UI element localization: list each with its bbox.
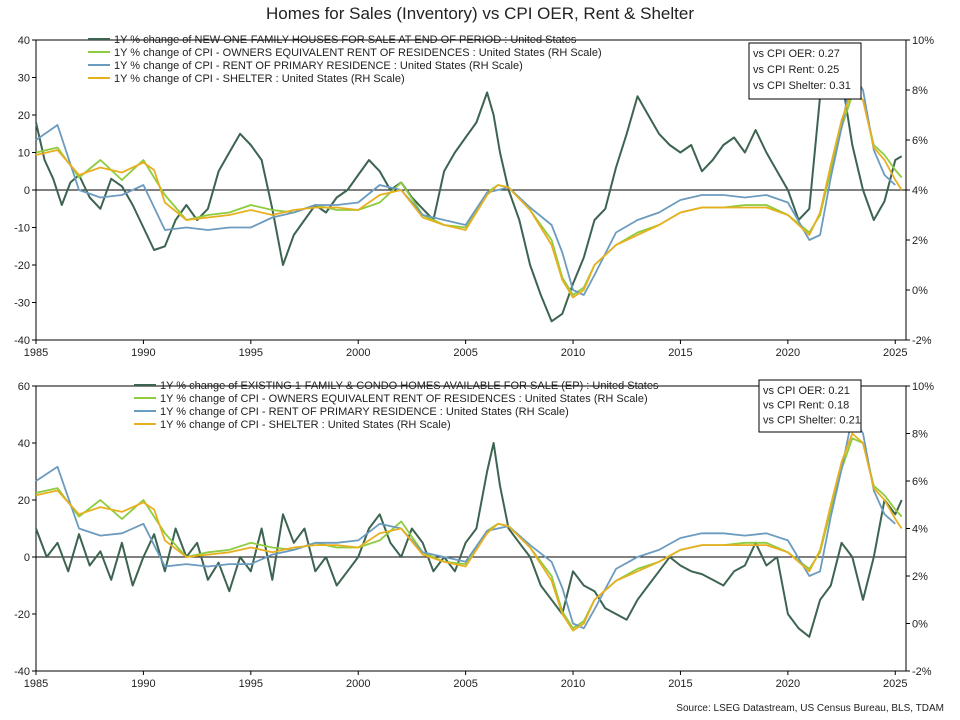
- legend-entry: 1Y % change of CPI - OWNERS EQUIVALENT R…: [114, 47, 602, 59]
- y-right-tick-label: 2%: [912, 571, 928, 583]
- series-line-shelter: [35, 432, 903, 632]
- y-left-tick-label: -30: [14, 298, 30, 310]
- y-right-tick-label: 4%: [912, 185, 928, 197]
- correlation-stat: vs CPI Rent: 0.18: [763, 400, 849, 412]
- x-tick-label: 2020: [776, 678, 800, 690]
- y-right-tick-label: -2%: [912, 335, 932, 347]
- x-tick-label: 2010: [561, 678, 585, 690]
- y-right-tick-label: 10%: [912, 35, 934, 47]
- y-left-tick-label: 30: [18, 73, 30, 85]
- series-line-oer: [35, 437, 903, 630]
- correlation-stat: vs CPI Rent: 0.25: [753, 64, 839, 76]
- series-line-shelter: [35, 89, 903, 299]
- x-tick-label: 1990: [131, 347, 155, 359]
- source-note: Source: LSEG Datastream, US Census Burea…: [676, 703, 944, 714]
- y-right-tick-label: -2%: [912, 666, 932, 678]
- y-right-tick-label: 0%: [912, 619, 928, 631]
- y-left-tick-label: 0: [24, 185, 30, 197]
- x-tick-label: 2025: [883, 347, 907, 359]
- correlation-stat: vs CPI OER: 0.27: [753, 48, 840, 60]
- y-left-tick-label: 10: [18, 148, 30, 160]
- page-title: Homes for Sales (Inventory) vs CPI OER, …: [266, 4, 694, 23]
- series-line-inventory: [35, 442, 903, 638]
- y-left-tick-label: 60: [18, 381, 30, 393]
- x-tick-label: 1990: [131, 678, 155, 690]
- x-tick-label: 2015: [668, 678, 692, 690]
- y-left-tick-label: 20: [18, 495, 30, 507]
- y-right-tick-label: 2%: [912, 235, 928, 247]
- y-left-tick-label: 0: [24, 552, 30, 564]
- x-tick-label: 1985: [24, 678, 48, 690]
- legend-entry: 1Y % change of CPI - RENT OF PRIMARY RES…: [114, 60, 523, 72]
- y-left-tick-label: -40: [14, 666, 30, 678]
- y-right-tick-label: 6%: [912, 476, 928, 488]
- y-right-tick-label: 8%: [912, 429, 928, 441]
- y-left-tick-label: 40: [18, 35, 30, 47]
- correlation-stat: vs CPI Shelter: 0.21: [763, 414, 861, 426]
- y-right-tick-label: 10%: [912, 381, 934, 393]
- y-right-tick-label: 8%: [912, 85, 928, 97]
- correlation-box-frame: [748, 42, 862, 100]
- x-tick-label: 2020: [776, 347, 800, 359]
- y-left-tick-label: -20: [14, 609, 30, 621]
- x-tick-label: 1995: [239, 678, 263, 690]
- x-tick-label: 2010: [561, 347, 585, 359]
- series-line-inventory: [35, 57, 903, 323]
- y-right-tick-label: 6%: [912, 135, 928, 147]
- legend-entry: 1Y % change of CPI - SHELTER : United St…: [160, 419, 451, 431]
- y-right-tick-label: 0%: [912, 285, 928, 297]
- y-left-tick-label: 40: [18, 438, 30, 450]
- legend: 1Y % change of NEW ONE-FAMILY HOUSES FOR…: [88, 34, 602, 85]
- series-line-rent: [35, 415, 896, 630]
- x-tick-label: 2005: [453, 678, 477, 690]
- chart-panel-2: 60 40 20 0 -20 -40 10% 8% 6% 4% 2% 0% -2% 1985 1990 199…: [14, 379, 934, 690]
- correlation-box: vs CPI OER: 0.21 vs CPI Rent: 0.18 vs CPI …: [758, 379, 862, 433]
- y-right-tick-label: 4%: [912, 524, 928, 536]
- x-tick-label: 1985: [24, 347, 48, 359]
- x-tick-label: 2025: [883, 678, 907, 690]
- correlation-box-frame: [758, 379, 862, 433]
- series-line-rent: [35, 71, 896, 296]
- y-left-tick-label: -10: [14, 223, 30, 235]
- legend-entry: 1Y % change of NEW ONE-FAMILY HOUSES FOR…: [114, 34, 577, 46]
- y-left-tick-label: 20: [18, 110, 30, 122]
- x-tick-label: 2000: [346, 347, 370, 359]
- x-tick-label: 2000: [346, 678, 370, 690]
- legend: 1Y % change of EXISTING 1-FAMILY & CONDO…: [134, 380, 659, 431]
- legend-entry: 1Y % change of CPI - OWNERS EQUIVALENT R…: [160, 393, 648, 405]
- legend-entry: 1Y % change of CPI - RENT OF PRIMARY RES…: [160, 406, 569, 418]
- y-left-tick-label: -40: [14, 335, 30, 347]
- x-tick-label: 2005: [453, 347, 477, 359]
- correlation-stat: vs CPI Shelter: 0.31: [753, 80, 851, 92]
- correlation-box: vs CPI OER: 0.27 vs CPI Rent: 0.25 vs CPI …: [748, 42, 862, 100]
- legend-entry: 1Y % change of CPI - SHELTER : United St…: [114, 73, 405, 85]
- legend-entry: 1Y % change of EXISTING 1-FAMILY & CONDO…: [160, 380, 659, 392]
- x-tick-label: 1995: [239, 347, 263, 359]
- y-left-tick-label: -20: [14, 260, 30, 272]
- correlation-stat: vs CPI OER: 0.21: [763, 385, 850, 397]
- x-tick-label: 2015: [668, 347, 692, 359]
- chart-panel-1: 403020100-10-20-30-4010%8%6%4%2%0%-2%198…: [14, 34, 934, 359]
- series-line-oer: [35, 94, 903, 296]
